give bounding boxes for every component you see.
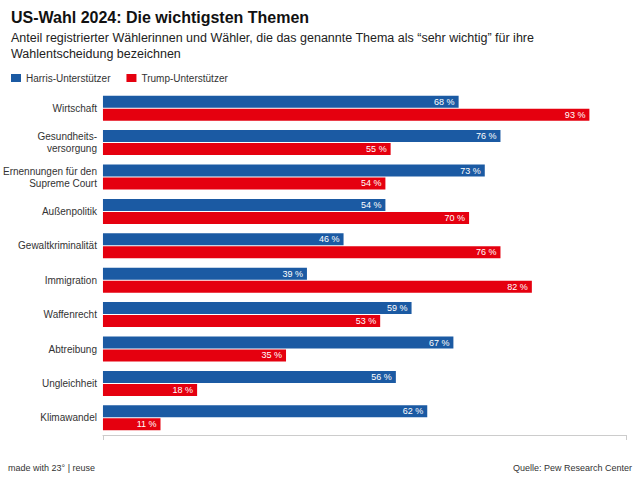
svg-text:54 %: 54 % (361, 200, 382, 210)
svg-text:made with 23° | reuse: made with 23° | reuse (8, 463, 95, 473)
svg-text:39 %: 39 % (282, 269, 303, 279)
svg-text:76 %: 76 % (476, 131, 497, 141)
svg-text:Wirtschaft: Wirtschaft (53, 103, 98, 114)
svg-text:Wahlentscheidung bezeichnen: Wahlentscheidung bezeichnen (11, 47, 181, 61)
svg-text:18 %: 18 % (173, 385, 194, 395)
svg-text:Harris-Unterstützer: Harris-Unterstützer (26, 73, 111, 84)
svg-text:Außenpolitik: Außenpolitik (42, 206, 98, 217)
svg-text:59 %: 59 % (387, 303, 408, 313)
svg-text:Anteil registrierter Wählerinn: Anteil registrierter Wählerinnen und Wäh… (11, 31, 537, 45)
svg-text:76 %: 76 % (476, 247, 497, 257)
svg-text:46 %: 46 % (319, 234, 340, 244)
svg-text:35 %: 35 % (262, 350, 283, 360)
svg-text:Gesundheits-: Gesundheits- (37, 131, 96, 142)
svg-text:55 %: 55 % (366, 144, 387, 154)
svg-text:Gewaltkriminalität: Gewaltkriminalität (18, 240, 97, 251)
svg-text:Immigration: Immigration (45, 275, 97, 286)
svg-text:Abtreibung: Abtreibung (49, 344, 97, 355)
svg-text:Quelle: Pew Research Center: Quelle: Pew Research Center (513, 463, 632, 473)
svg-text:67 %: 67 % (429, 338, 450, 348)
svg-text:Waffenrecht: Waffenrecht (44, 309, 98, 320)
svg-text:versorgung: versorgung (47, 143, 97, 154)
svg-text:70 %: 70 % (445, 213, 466, 223)
svg-text:56 %: 56 % (371, 372, 392, 382)
svg-text:53 %: 53 % (356, 316, 377, 326)
svg-text:73 %: 73 % (460, 166, 481, 176)
svg-text:11 %: 11 % (137, 419, 157, 429)
svg-text:Ungleichheit: Ungleichheit (42, 378, 97, 389)
svg-text:Klimawandel: Klimawandel (40, 412, 97, 423)
svg-text:Ernennungen für den: Ernennungen für den (3, 166, 97, 177)
svg-text:Supreme Court: Supreme Court (29, 178, 97, 189)
svg-text:54 %: 54 % (361, 178, 382, 188)
svg-text:62 %: 62 % (403, 406, 424, 416)
svg-text:US-Wahl 2024: Die wichtigsten: US-Wahl 2024: Die wichtigsten Themen (11, 9, 309, 26)
svg-text:68 %: 68 % (434, 97, 455, 107)
svg-text:82 %: 82 % (507, 282, 528, 292)
svg-text:Trump-Unterstützer: Trump-Unterstützer (141, 73, 228, 84)
svg-text:93 %: 93 % (565, 110, 586, 120)
